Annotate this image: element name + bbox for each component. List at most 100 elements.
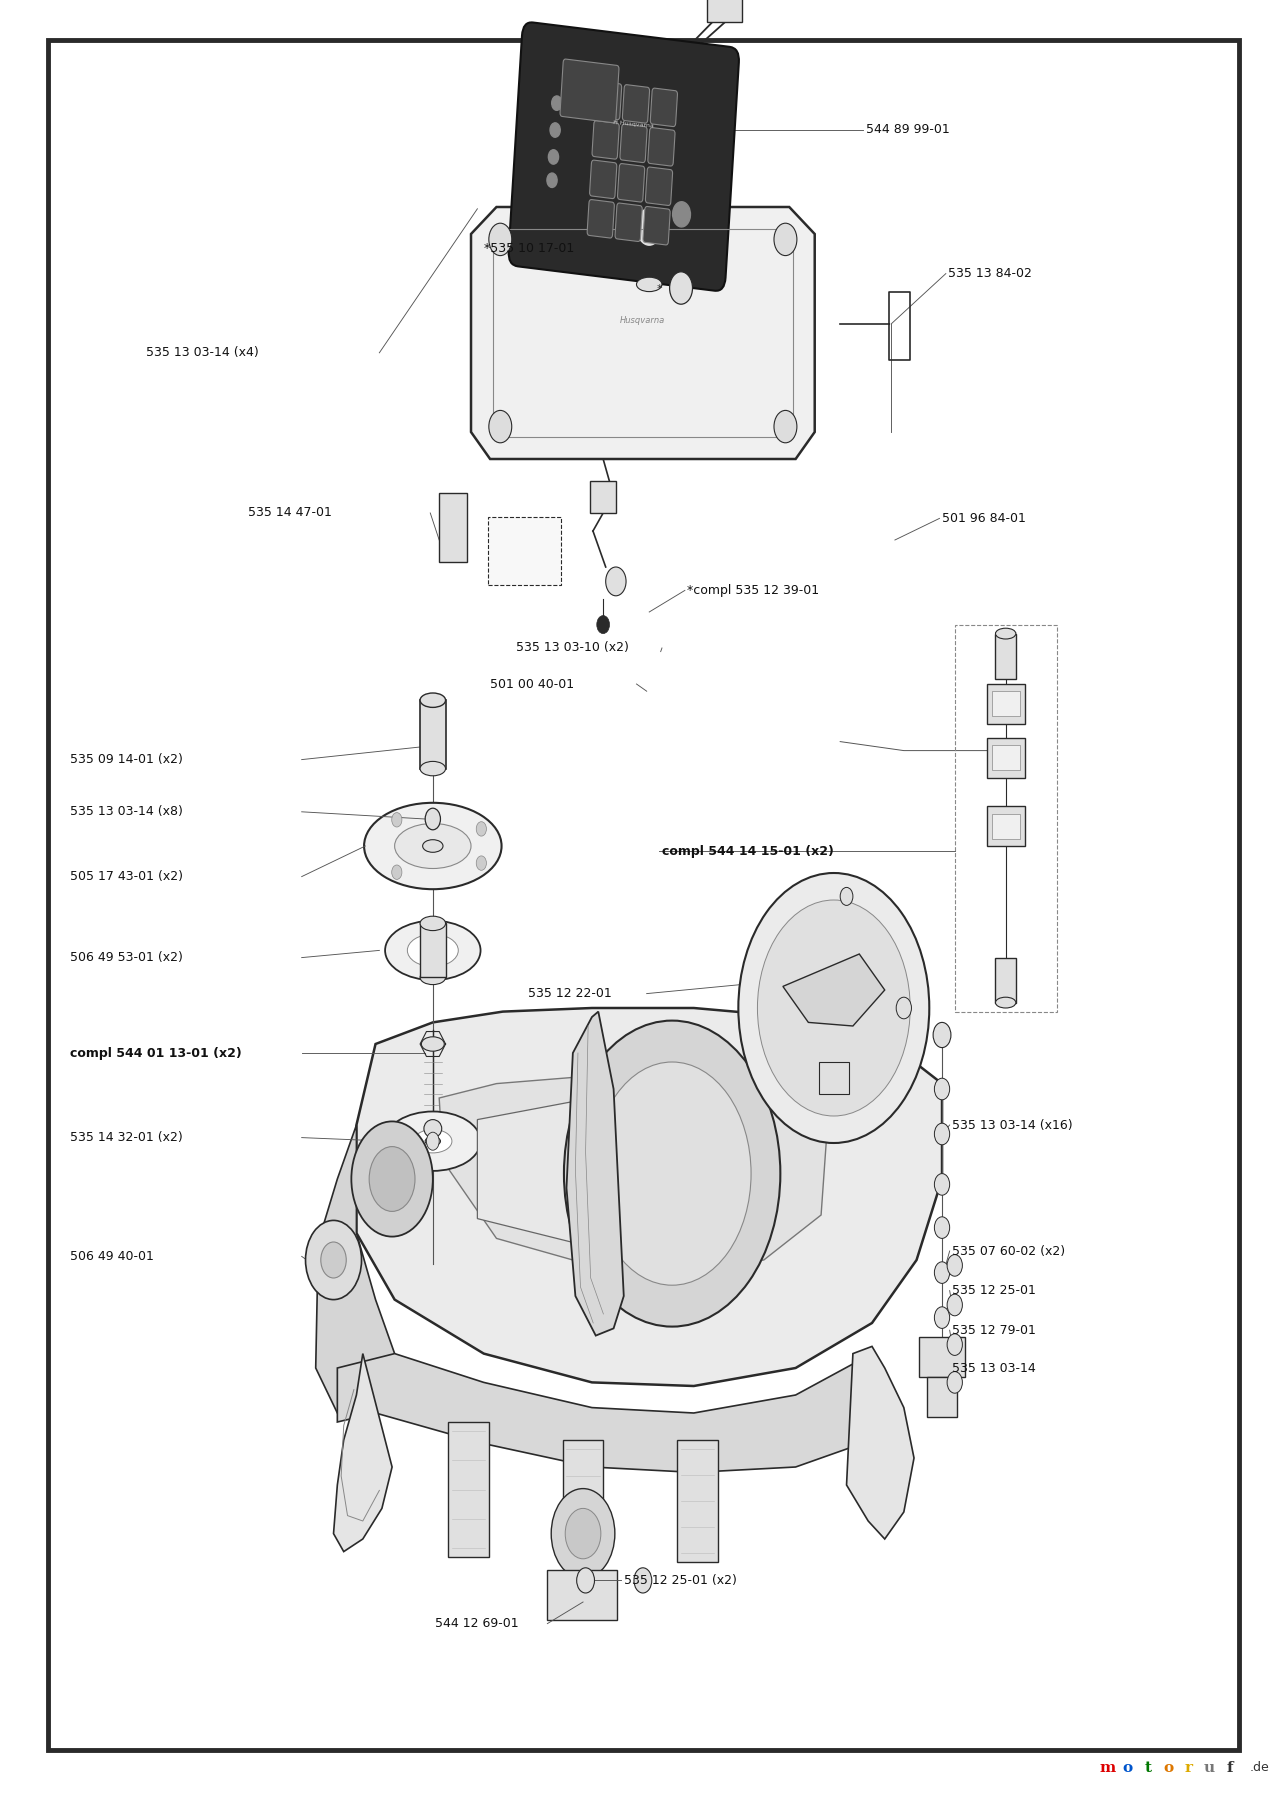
Polygon shape xyxy=(471,207,815,459)
Circle shape xyxy=(549,149,559,164)
FancyBboxPatch shape xyxy=(651,88,677,126)
Text: u: u xyxy=(1204,1760,1214,1775)
Circle shape xyxy=(934,1307,950,1328)
Ellipse shape xyxy=(425,1138,440,1147)
Circle shape xyxy=(551,95,561,110)
Ellipse shape xyxy=(386,920,481,979)
Bar xyxy=(927,1377,957,1417)
FancyBboxPatch shape xyxy=(587,200,615,238)
Bar xyxy=(448,1422,489,1557)
Bar xyxy=(955,625,1057,1012)
Ellipse shape xyxy=(420,916,446,931)
Text: t: t xyxy=(1144,1760,1152,1775)
FancyBboxPatch shape xyxy=(560,59,619,122)
Ellipse shape xyxy=(414,1130,452,1154)
Bar xyxy=(987,806,1025,846)
Bar xyxy=(677,1440,718,1562)
Circle shape xyxy=(565,1508,601,1559)
Circle shape xyxy=(635,207,663,247)
Text: 535 07 60-02 (x2): 535 07 60-02 (x2) xyxy=(952,1244,1066,1258)
Text: 544 89 99-01: 544 89 99-01 xyxy=(866,122,950,137)
Circle shape xyxy=(425,808,440,830)
Circle shape xyxy=(934,1174,950,1195)
Circle shape xyxy=(476,857,486,871)
Text: 535 13 84-02: 535 13 84-02 xyxy=(948,266,1032,281)
FancyBboxPatch shape xyxy=(594,81,621,119)
Ellipse shape xyxy=(424,1120,442,1138)
Circle shape xyxy=(476,821,486,835)
Text: r: r xyxy=(1185,1760,1193,1775)
Polygon shape xyxy=(847,1346,914,1539)
Text: o: o xyxy=(1164,1760,1174,1775)
Circle shape xyxy=(947,1294,962,1316)
Bar xyxy=(992,745,1020,770)
Circle shape xyxy=(550,122,560,137)
Text: compl 544 01 13-01 (x2): compl 544 01 13-01 (x2) xyxy=(70,1046,242,1060)
Circle shape xyxy=(489,223,512,256)
Circle shape xyxy=(757,900,910,1116)
FancyBboxPatch shape xyxy=(643,207,670,245)
Text: 501 96 84-01: 501 96 84-01 xyxy=(942,511,1026,526)
FancyBboxPatch shape xyxy=(592,121,619,158)
Text: 501 00 40-01: 501 00 40-01 xyxy=(490,677,574,691)
Ellipse shape xyxy=(420,693,446,707)
Ellipse shape xyxy=(364,803,502,889)
Circle shape xyxy=(564,1021,780,1327)
Ellipse shape xyxy=(995,997,1016,1008)
Text: .de: .de xyxy=(1250,1760,1270,1775)
Bar xyxy=(987,738,1025,778)
Text: m: m xyxy=(1100,1760,1115,1775)
Text: 535 13 03-14 (x16): 535 13 03-14 (x16) xyxy=(952,1118,1073,1132)
Polygon shape xyxy=(316,1125,395,1413)
Bar xyxy=(420,923,446,977)
Bar xyxy=(995,958,1016,1003)
Circle shape xyxy=(840,887,853,905)
Circle shape xyxy=(933,1022,951,1048)
Circle shape xyxy=(934,1262,950,1283)
Text: H Husqvarna: H Husqvarna xyxy=(614,121,654,128)
Circle shape xyxy=(670,272,693,304)
FancyBboxPatch shape xyxy=(617,164,644,202)
Bar xyxy=(493,229,793,437)
FancyBboxPatch shape xyxy=(615,203,643,241)
FancyBboxPatch shape xyxy=(622,85,649,122)
Text: 505 17 43-01 (x2): 505 17 43-01 (x2) xyxy=(70,869,183,884)
FancyBboxPatch shape xyxy=(645,167,672,205)
Ellipse shape xyxy=(636,277,662,292)
Ellipse shape xyxy=(395,824,471,869)
Text: 535 13 03-14: 535 13 03-14 xyxy=(952,1361,1036,1375)
Bar xyxy=(995,634,1016,679)
Ellipse shape xyxy=(420,761,446,776)
Circle shape xyxy=(547,173,558,187)
Text: 544 12 69-01: 544 12 69-01 xyxy=(435,1616,519,1631)
Circle shape xyxy=(934,1217,950,1238)
Circle shape xyxy=(577,1568,594,1593)
Text: Husqvarna: Husqvarna xyxy=(620,315,666,324)
Bar xyxy=(707,0,742,22)
FancyBboxPatch shape xyxy=(509,22,738,292)
Circle shape xyxy=(738,873,929,1143)
Text: 535 12 25-01 (x2): 535 12 25-01 (x2) xyxy=(624,1573,737,1588)
Circle shape xyxy=(672,202,690,227)
Text: o: o xyxy=(1123,1760,1133,1775)
Text: compl 544 14 15-01 (x2): compl 544 14 15-01 (x2) xyxy=(662,844,834,859)
Text: 506 49 53-01 (x2): 506 49 53-01 (x2) xyxy=(70,950,183,965)
Text: 535 14 47-01: 535 14 47-01 xyxy=(248,506,332,520)
Circle shape xyxy=(306,1220,362,1300)
Text: 535 14 32-01 (x2): 535 14 32-01 (x2) xyxy=(70,1130,183,1145)
Polygon shape xyxy=(783,954,885,1026)
Text: 506 49 40-01: 506 49 40-01 xyxy=(70,1249,154,1264)
Text: 535 12 79-01: 535 12 79-01 xyxy=(952,1323,1036,1337)
Polygon shape xyxy=(439,1076,827,1269)
Bar xyxy=(992,691,1020,716)
Circle shape xyxy=(392,812,402,826)
FancyBboxPatch shape xyxy=(589,160,617,198)
FancyBboxPatch shape xyxy=(620,124,647,162)
Polygon shape xyxy=(337,1354,872,1472)
Circle shape xyxy=(934,1123,950,1145)
Bar xyxy=(563,1440,603,1566)
Bar xyxy=(819,1062,849,1094)
Ellipse shape xyxy=(407,934,458,967)
Ellipse shape xyxy=(421,1037,444,1051)
Circle shape xyxy=(947,1372,962,1393)
